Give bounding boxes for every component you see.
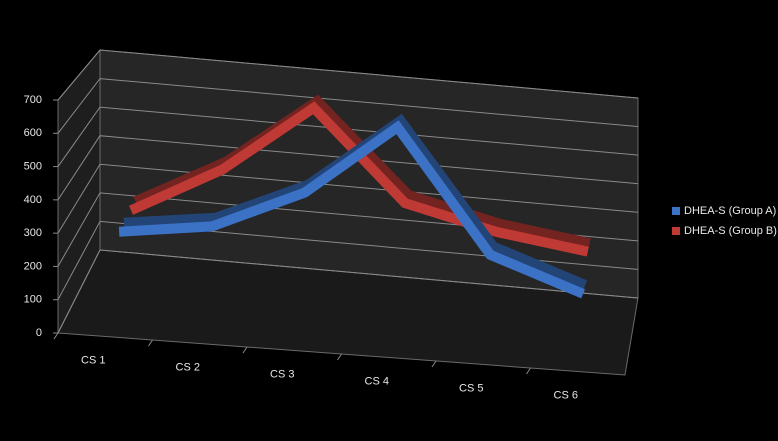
grid-line (57, 78, 639, 134)
y-tick-label: 300 (24, 227, 42, 239)
x-tick (242, 346, 248, 354)
x-tick-label: CS 6 (554, 389, 578, 401)
y-tick-label: 100 (24, 294, 42, 306)
x-tick-label: CS 5 (459, 382, 483, 394)
x-tick (148, 339, 153, 347)
grid-line (57, 220, 639, 300)
x-tick-label: CS 3 (270, 368, 294, 380)
grid-line (57, 135, 639, 201)
grid-line (57, 249, 639, 334)
y-tick-label: 200 (24, 260, 42, 272)
y-tick-label: 500 (24, 160, 42, 172)
y-tick-label: 700 (24, 94, 42, 106)
x-tick-label: CS 2 (176, 361, 200, 373)
legend-swatch (672, 207, 680, 215)
x-tick (431, 360, 437, 368)
legend-label: DHEA-S (Group B) (684, 225, 777, 237)
x-tick (526, 367, 531, 375)
y-tick-label: 400 (24, 194, 42, 206)
x-tick (337, 353, 342, 361)
legend-label: DHEA-S (Group A) (684, 205, 776, 217)
grid-line (57, 106, 639, 167)
legend-swatch (672, 227, 680, 235)
x-tick-label: CS 1 (81, 354, 105, 366)
x-tick (53, 332, 59, 340)
line (118, 120, 586, 299)
y-tick-label: 600 (24, 127, 42, 139)
x-tick-label: CS 4 (365, 375, 389, 387)
y-tick-label: 0 (36, 327, 42, 339)
grid-line (57, 49, 639, 101)
